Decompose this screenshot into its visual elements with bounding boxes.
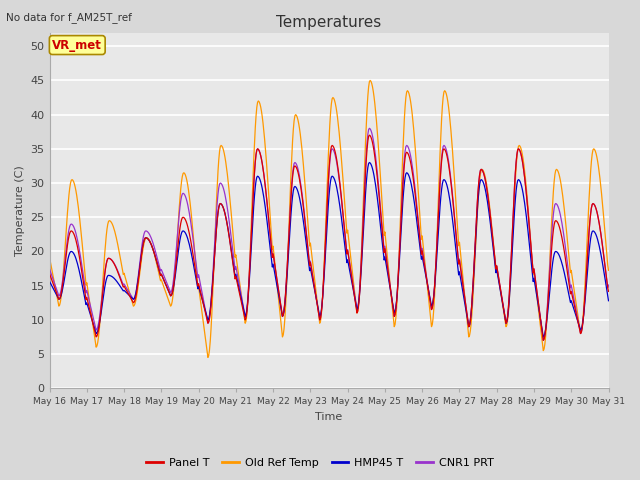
Y-axis label: Temperature (C): Temperature (C)	[15, 165, 25, 256]
Legend: Panel T, Old Ref Temp, HMP45 T, CNR1 PRT: Panel T, Old Ref Temp, HMP45 T, CNR1 PRT	[142, 453, 498, 472]
Title: Temperatures: Temperatures	[276, 15, 381, 30]
Text: No data for f_AM25T_ref: No data for f_AM25T_ref	[6, 12, 132, 23]
X-axis label: Time: Time	[316, 412, 342, 422]
Text: VR_met: VR_met	[52, 38, 102, 51]
